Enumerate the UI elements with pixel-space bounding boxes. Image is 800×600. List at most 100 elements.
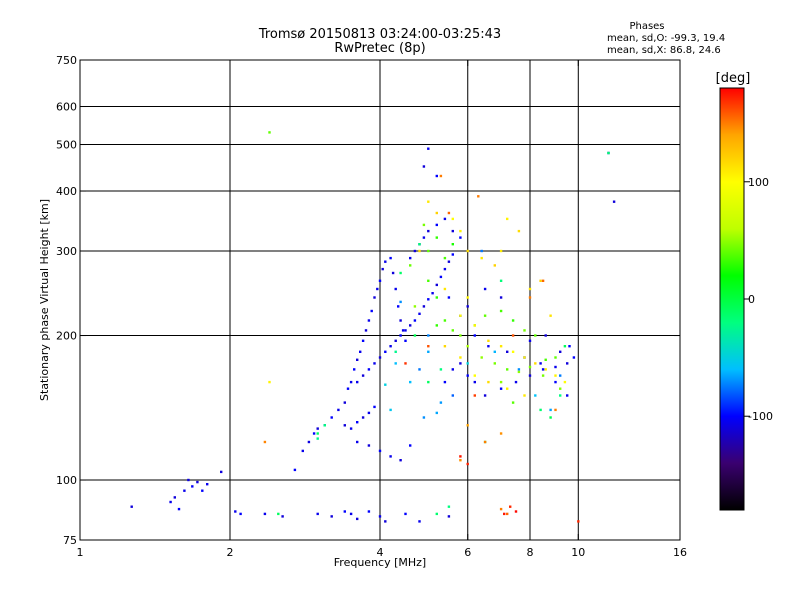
data-point bbox=[361, 374, 365, 377]
data-point bbox=[554, 356, 557, 359]
data-point bbox=[466, 345, 469, 348]
data-point bbox=[409, 444, 412, 447]
data-point bbox=[378, 356, 382, 359]
data-point bbox=[459, 459, 462, 462]
data-point bbox=[483, 394, 487, 397]
stats-line-x: mean, sd,X: 86.8, 24.6 bbox=[607, 45, 721, 56]
data-point bbox=[399, 300, 402, 304]
data-point bbox=[439, 368, 443, 371]
data-point bbox=[422, 236, 426, 239]
data-point bbox=[443, 267, 447, 271]
data-point bbox=[418, 520, 421, 523]
data-point bbox=[447, 211, 451, 215]
data-point bbox=[480, 249, 483, 253]
data-point bbox=[549, 416, 552, 419]
data-point bbox=[196, 480, 199, 484]
data-point bbox=[418, 368, 421, 371]
data-point bbox=[404, 362, 407, 365]
data-point bbox=[451, 217, 454, 221]
data-point bbox=[534, 394, 537, 397]
y-axis-label: Stationary phase Virtual Height [km] bbox=[38, 199, 51, 401]
data-point bbox=[323, 424, 326, 427]
data-point bbox=[381, 267, 384, 271]
data-point bbox=[373, 296, 376, 299]
data-point bbox=[443, 217, 447, 221]
stats-heading: Phases bbox=[629, 21, 664, 32]
y-tick-labels: 75 100 200 300 400 500 600 750 bbox=[56, 54, 77, 547]
data-point bbox=[514, 380, 518, 384]
data-point bbox=[316, 512, 319, 516]
data-point bbox=[451, 394, 454, 397]
data-point bbox=[268, 380, 271, 384]
data-point bbox=[523, 329, 526, 332]
data-point bbox=[169, 500, 172, 504]
data-point bbox=[499, 296, 503, 299]
data-point bbox=[220, 470, 223, 474]
data-point bbox=[435, 296, 438, 299]
data-point bbox=[356, 380, 359, 384]
data-point bbox=[506, 368, 509, 371]
data-point bbox=[466, 362, 469, 365]
data-point bbox=[422, 416, 426, 419]
data-point bbox=[487, 345, 490, 348]
y-tick-label: 200 bbox=[56, 330, 77, 343]
data-point bbox=[607, 151, 610, 155]
data-point bbox=[499, 279, 503, 282]
data-point bbox=[483, 440, 487, 444]
x-axis-label: Frequency [MHz] bbox=[334, 556, 426, 569]
data-point bbox=[427, 380, 430, 384]
data-point bbox=[427, 229, 430, 233]
data-point bbox=[343, 401, 346, 404]
data-point bbox=[301, 449, 304, 453]
y-tick-label: 75 bbox=[63, 534, 77, 547]
data-point bbox=[364, 329, 368, 332]
data-point bbox=[418, 249, 421, 253]
data-point bbox=[439, 401, 443, 404]
x-tick-label: 6 bbox=[464, 546, 471, 559]
data-point bbox=[431, 292, 434, 295]
data-point bbox=[443, 380, 447, 384]
data-point bbox=[559, 374, 562, 377]
data-point bbox=[394, 362, 397, 365]
data-point bbox=[404, 339, 407, 342]
stats-line-o: mean, sd,O: -99.3, 19.4 bbox=[607, 33, 725, 44]
data-point bbox=[413, 319, 417, 322]
data-point bbox=[399, 271, 402, 275]
data-point bbox=[183, 489, 186, 492]
data-point bbox=[413, 305, 417, 308]
x-tick-label: 2 bbox=[227, 546, 234, 559]
data-point bbox=[541, 374, 545, 377]
data-point bbox=[293, 468, 297, 472]
data-point bbox=[422, 223, 426, 227]
data-point bbox=[499, 345, 503, 348]
colorbar-label: [deg] bbox=[716, 71, 751, 86]
data-point bbox=[173, 496, 176, 499]
data-point bbox=[466, 374, 469, 377]
data-point bbox=[534, 334, 537, 337]
data-point bbox=[361, 416, 365, 419]
data-point bbox=[499, 380, 503, 384]
data-point bbox=[394, 287, 397, 291]
colorbar-ticks: 100 0 -100 bbox=[744, 176, 773, 423]
data-point bbox=[514, 510, 518, 513]
data-point bbox=[370, 309, 373, 313]
data-point bbox=[373, 405, 376, 409]
data-point bbox=[534, 362, 537, 365]
x-tick-label: 1 bbox=[77, 546, 84, 559]
data-point bbox=[409, 324, 412, 327]
data-point bbox=[477, 195, 480, 198]
data-point bbox=[281, 515, 284, 518]
data-point bbox=[389, 345, 392, 348]
data-point bbox=[413, 334, 417, 337]
data-point bbox=[539, 408, 542, 412]
data-point bbox=[466, 305, 469, 308]
data-point bbox=[563, 380, 567, 384]
data-point bbox=[435, 211, 438, 215]
data-point bbox=[384, 383, 387, 386]
data-point bbox=[349, 380, 353, 384]
data-point bbox=[459, 236, 462, 239]
data-point bbox=[439, 174, 443, 178]
data-point bbox=[528, 365, 532, 369]
data-point bbox=[459, 229, 462, 233]
